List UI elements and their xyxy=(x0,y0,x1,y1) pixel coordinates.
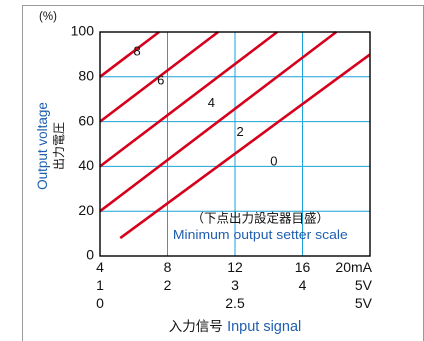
y-tick-label: 80 xyxy=(78,68,94,84)
y-axis-label-en: Output voltage xyxy=(35,102,50,190)
x-axis-label-jp: 入力信号 xyxy=(169,319,227,335)
x-tick-label-1-5V: 4 xyxy=(299,277,307,293)
series-line-0 xyxy=(119,53,371,240)
x-tick-label-mA: 12 xyxy=(227,259,243,275)
series-line-8 xyxy=(99,30,160,78)
x-tick-label-1-5V: 3 xyxy=(231,277,239,293)
x-axis-label: 入力信号 Input signal xyxy=(169,319,301,335)
annotation-en: Minimum output setter scale xyxy=(173,228,348,242)
x-tick-label-0-5V: 5V xyxy=(355,295,373,311)
x-tick-label-mA: 16 xyxy=(295,259,311,275)
axis-labels: 入力信号 Input signal Output voltage 出力電圧 xyxy=(35,102,301,335)
x-tick-label-1-5V: 1 xyxy=(96,277,104,293)
x-tick-label-1-5V: 5V xyxy=(355,277,373,293)
y-axis-label-jp: 出力電圧 xyxy=(52,122,66,170)
series-label-0: 0 xyxy=(270,153,277,168)
y-unit-label: (%) xyxy=(39,11,57,23)
y-tick-label: 40 xyxy=(78,157,94,173)
x-tick-label-0-5V: 0 xyxy=(96,295,104,311)
x-tick-label-0-5V: 2.5 xyxy=(225,295,245,311)
annotation-jp: （下点出力設定器目盛） xyxy=(192,210,330,225)
series-labels: 8 6 4 2 0 （下点出力設定器目盛） Minimum output setter sc… xyxy=(134,44,348,243)
y-tick-label: 20 xyxy=(78,202,94,218)
x-axis-label-en: Input signal xyxy=(227,319,301,335)
series-label-8: 8 xyxy=(134,44,141,59)
y-tick-label: 60 xyxy=(78,112,94,128)
series-label-2: 2 xyxy=(236,124,243,139)
y-tick-label: 100 xyxy=(71,23,95,39)
y-tick-label: 0 xyxy=(86,247,94,263)
plot-border xyxy=(99,31,371,257)
figure-frame-left xyxy=(22,5,23,341)
series-lines xyxy=(99,30,371,240)
x-tick-label-mA: 4 xyxy=(96,259,104,275)
series-label-4: 4 xyxy=(208,95,215,110)
series-line-6 xyxy=(99,30,219,123)
figure-frame-top xyxy=(22,5,423,6)
x-tick-label-1-5V: 2 xyxy=(164,277,172,293)
series-line-2 xyxy=(99,30,338,213)
x-tick-label-mA: 8 xyxy=(164,259,172,275)
series-line-4 xyxy=(99,30,278,168)
series-label-6: 6 xyxy=(157,73,164,88)
x-tick-label-mA: 20mA xyxy=(335,259,372,275)
